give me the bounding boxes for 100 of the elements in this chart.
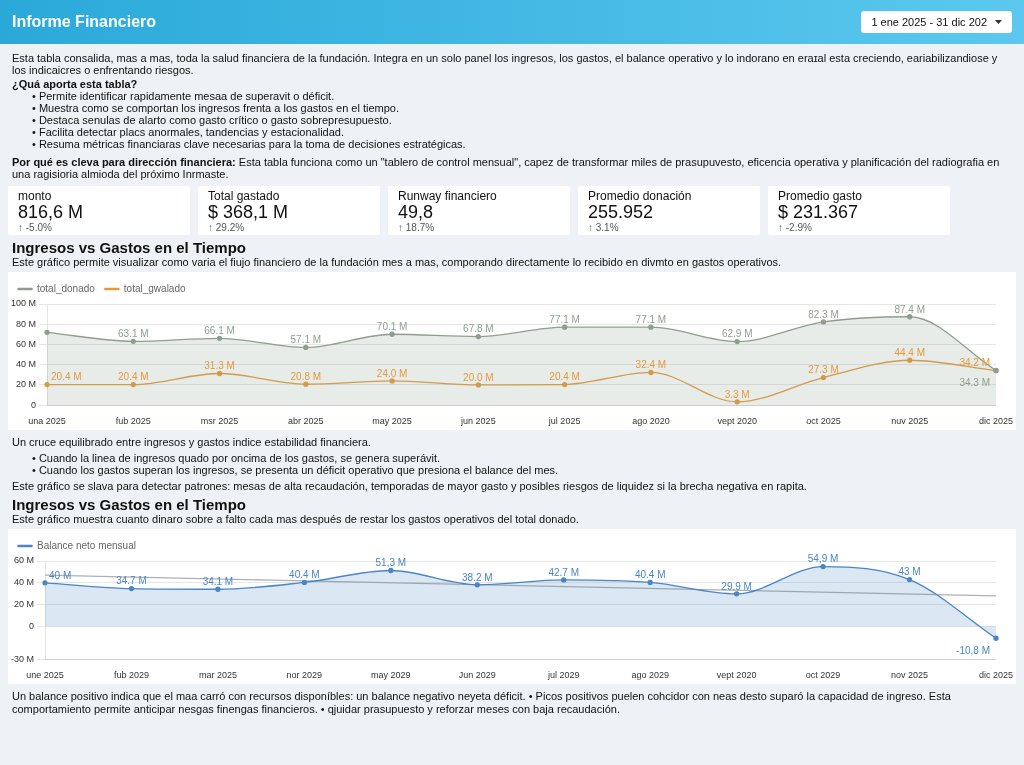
y-tick-label: 60 M [16,338,37,349]
text: ↑ 18.7% [398,222,436,233]
data-label: 32.4 M [635,359,667,371]
y-tick-label: 40 M [16,359,37,370]
data-label: 34.1 M [202,576,234,588]
y-tick-label: 20 M [13,599,35,610]
x-tick-label: vept 2020 [717,416,757,427]
text: $ 231.367 [778,202,859,222]
category-label: Promedio gasto [778,189,864,203]
y-tick-label: 0 [31,399,37,410]
text: ↑ 3.1% [588,222,620,233]
data-label: 27.3 M [808,364,839,376]
x-tick-label: abr 2025 [288,416,324,427]
data-label: 20.0 M [463,371,494,383]
data-label: 77.1 M [549,313,580,325]
y-tick-label: 20 M [16,379,37,390]
text: 1 ene 2025 - 31 dic 202 [871,16,987,28]
y-tick-label: 40 M [13,577,35,588]
text: Por qué es cleva para dirección financiera: [12,156,236,168]
text: ↑ -2.9% [778,222,813,233]
x-tick-label: fub 2025 [115,416,151,427]
x-tick-label: msr 2025 [200,416,239,427]
text: 49,8 [398,202,434,222]
chart-title: Ingresos vs Gastos en el Tiempo [12,496,247,513]
x-tick-label: fub 2029 [113,670,149,681]
text: 255.952 [588,202,654,222]
text: • Permite identificar rapidamente mesaa de superavit o déficit. [32,90,336,102]
data-label: 66.1 M [204,325,235,337]
x-tick-label: dic 2025 [978,670,1013,681]
data-label: 87.4 M [894,303,926,315]
text: • Resuma métricas financiaras clave necesarias para la toma de decisiones estratégicas. [32,138,467,150]
text: $ 368,1 M [208,202,289,222]
x-tick-label: ago 2029 [631,670,669,681]
text: Un balance positivo indica que el maa carró con recursos disponíbles: un balance negativo neyeta déficit. • Picos positivos puelen cohcidor con neas desto suparó la capacidad de ingreso. Esta comportamiento permite anticipar nesgas finengas financieros. • qjuidar prasupuesto y reforzar meses con baja recaudación. [12,690,952,716]
data-label: 77.1 M [635,313,667,325]
data-label: 62.9 M [721,328,753,340]
text: Informe Financiero [12,13,157,31]
data-label: 40.4 M [289,569,320,581]
text: ↑ 29.2% [208,222,246,233]
x-tick-label: una 2025 [28,416,66,427]
data-label: 20.8 M [290,370,322,382]
category-label: Runway financiero [398,189,498,203]
chart-title: Ingresos vs Gastos en el Tiempo [12,239,247,256]
category-label: Total gastado [208,189,281,203]
category-label: monto [18,189,53,203]
data-label: 40 M [49,569,72,581]
x-tick-label: dic 2025 [978,416,1013,427]
x-tick-label: oct 2025 [806,416,841,427]
data-label: -10,8 M [956,645,990,656]
y-tick-label: 80 M [16,318,37,329]
data-label: 57.1 M [290,334,322,346]
data-label: 34.7 M [116,575,147,587]
data-label: 24.0 M [376,367,408,379]
data-label: 38.2 M [461,571,493,583]
text: Este gráfico se slava para detectar patrones: mesas de alta recaudación, temporadas de mayor gasto y posibles riesgos de liquidez si la brecha negativa en rapita. [12,480,808,492]
data-label: 70.1 M [376,321,408,333]
legend-label: total_gwalado [123,282,186,294]
x-tick-label: Jun 2029 [458,670,496,681]
data-label: 3.3 M [724,388,750,400]
x-tick-label: jun 2025 [460,416,496,427]
x-tick-label: vept 2020 [716,670,757,681]
data-label: 54,9 M [807,553,839,565]
data-label: 51,3 M [375,557,407,569]
legend-label: total_donado [37,282,96,294]
data-label: 67.8 M [463,323,494,335]
x-tick-label: ago 2020 [632,416,670,427]
text: ↑ -5.0% [18,222,53,233]
x-tick-label: jul 2029 [546,670,580,681]
data-label: 20.4 M [549,371,580,383]
x-tick-label: une 2025 [26,670,64,681]
text: • Facilita detectar placs anormales, tandencias y estacionalidad. [32,126,346,138]
y-tick-label: -30 M [10,653,35,664]
text: • Muestra como se comportan los ingresos frenta a los gastos en el tiempo. [32,102,401,114]
x-tick-label: nov 2025 [891,670,929,681]
data-label: 43 M [898,566,921,578]
x-tick-label: may 2029 [371,670,411,681]
data-label: 82.3 M [808,308,839,320]
x-tick-label: oct 2029 [805,670,841,681]
data-label: 34.3 M [959,377,990,389]
text: ¿Quá aporta esta tabla? [12,78,139,90]
text: Esta tabla consalida, mas a mas, toda la salud financiera de la fundación. Integra en un solo panel los ingresos, los gastos, el balance operativo y lo indorano en eraɪal esta creciendo, eariabilizandiose y los indicaicres o enfrentando riesgos. [12,52,999,76]
chart-subtitle: Este gráfico permite visualizar como varia el fiujo financiero de la fundación mes a mas, comporando directamente lo recibido en divmto en gastos operativos. [12,256,783,268]
data-label: 20.4 M [117,371,149,383]
chart-subtitle: Este gráfico muestra cuanto dinaro sobre a falto cada mas después de restar los gastos operativos del total donado. [12,513,580,525]
data-label: 29.9 M [721,580,752,592]
text: • Cuando los gastos superan los ingresos, se presenta un déficit operativo que presiona el balance del mes. [32,464,560,476]
data-label: 40.4 M [634,569,666,581]
text: • Destaca senulas de alarto como gasto crítico o gasto sobrepresupuesto. [32,114,393,126]
legend-label: Balance neto mensual [37,539,136,551]
y-tick-label: 100 M [11,298,37,309]
data-label: 44.4 M [894,347,926,359]
x-tick-label: nuv 2025 [891,416,929,427]
data-label: 20.4 M [51,371,82,383]
y-tick-label: 0 [28,620,35,631]
data-label: 42.7 M [548,566,580,578]
text: • Cuando la linea de ingresos quado por oncima de los gastos, se genera superávit. [32,452,442,464]
x-tick-label: mar 2025 [198,670,237,681]
data-label: 63.1 M [117,328,149,340]
data-label: 34.2 M [959,357,990,369]
x-tick-label: nor 2029 [286,670,323,681]
